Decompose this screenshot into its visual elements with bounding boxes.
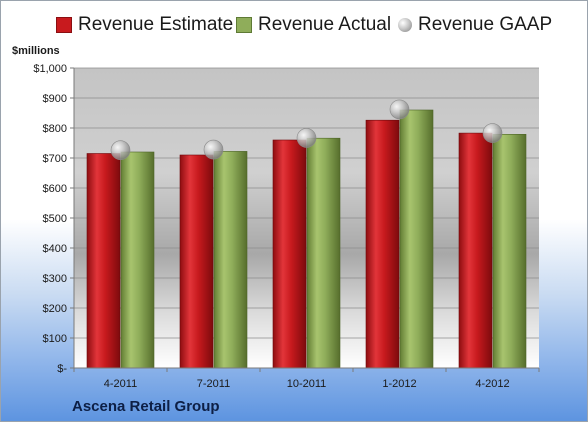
bar-revenue-estimate: [458, 132, 493, 369]
y-tick-label: $500: [43, 213, 67, 225]
gaap-markers: [110, 99, 503, 160]
x-tick-label: 7-2011: [197, 378, 230, 390]
bar-revenue-actual: [492, 134, 527, 369]
bar-revenue-actual: [306, 137, 341, 369]
legend-swatch-actual: [236, 17, 252, 33]
company-label: Ascena Retail Group: [72, 398, 220, 415]
legend-label-actual: Revenue Actual: [258, 14, 392, 35]
y-tick-label: $100: [43, 333, 67, 345]
legend-swatch-estimate: [56, 17, 72, 33]
y-tick-label: $600: [43, 183, 67, 195]
x-tick-label: 4-2011: [104, 378, 137, 390]
marker-revenue-gaap: [296, 128, 317, 148]
y-tick-label: $200: [43, 303, 67, 315]
y-tick-label: $-: [57, 363, 67, 375]
x-tick-label: 1-2012: [382, 378, 416, 390]
legend-item-revenue-estimate: Revenue Estimate: [56, 14, 233, 36]
marker-revenue-gaap: [203, 139, 224, 160]
y-axis-unit-label: $millions: [12, 45, 60, 57]
bar-revenue-actual: [120, 151, 155, 369]
y-tick-label: $700: [43, 153, 67, 165]
y-tick-label: $900: [43, 93, 67, 105]
marker-revenue-gaap: [110, 140, 131, 160]
y-tick-label: $400: [43, 243, 67, 255]
y-axis-ticks: $- $100 $200 $300 $400 $500 $600 $700 $800 $900 $1…: [33, 63, 74, 375]
x-tick-label: 10-2011: [287, 378, 327, 390]
bar-revenue-estimate: [272, 139, 307, 369]
chart-legend: Revenue Estimate Revenue Actual Revenue …: [0, 14, 588, 42]
bar-revenue-estimate: [179, 154, 214, 369]
bar-revenue-estimate: [365, 119, 400, 369]
legend-item-revenue-actual: Revenue Actual: [236, 14, 391, 36]
legend-item-revenue-gaap: Revenue GAAP: [398, 14, 552, 36]
bar-revenue-actual: [399, 109, 434, 369]
x-tick-label: 4-2012: [475, 378, 509, 390]
legend-label-estimate: Revenue Estimate: [78, 14, 234, 35]
bar-revenue-actual: [213, 151, 248, 369]
marker-revenue-gaap: [482, 123, 503, 143]
y-tick-label: $800: [43, 123, 67, 135]
bars: [86, 109, 527, 369]
y-tick-label: $300: [43, 273, 67, 285]
marker-revenue-gaap: [389, 99, 410, 120]
y-tick-label: $1,000: [33, 63, 67, 75]
legend-label-gaap: Revenue GAAP: [418, 14, 553, 35]
legend-swatch-gaap: [398, 18, 412, 32]
x-axis-ticks: 4-2011 7-2011 10-2011 1-2012 4-2012: [73, 368, 540, 390]
bar-revenue-estimate: [86, 153, 121, 369]
